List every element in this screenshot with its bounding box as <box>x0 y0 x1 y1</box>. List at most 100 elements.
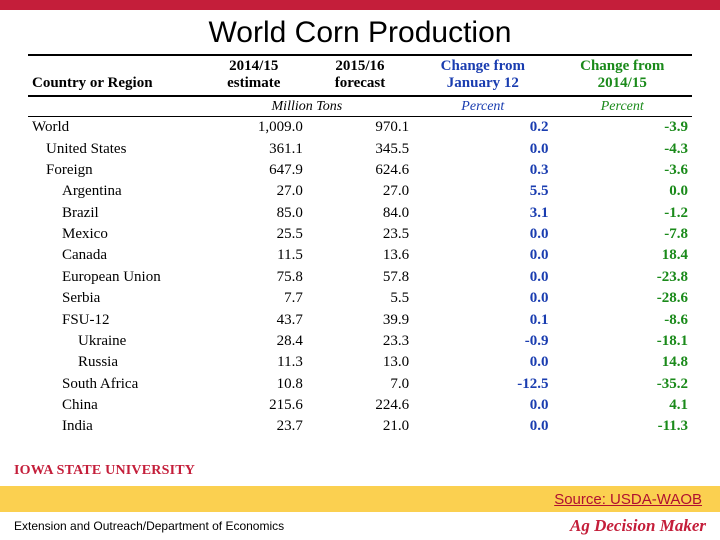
row-est: 23.7 <box>201 416 307 437</box>
table-row: European Union75.857.80.0-23.8 <box>28 267 692 288</box>
row-fcst: 970.1 <box>307 117 413 139</box>
row-chg1: 0.3 <box>413 160 552 181</box>
row-fcst: 57.8 <box>307 267 413 288</box>
row-name: Russia <box>28 352 201 373</box>
table-row: China215.6224.60.04.1 <box>28 395 692 416</box>
row-chg2: -35.2 <box>553 374 692 395</box>
row-est: 75.8 <box>201 267 307 288</box>
row-chg2: -23.8 <box>553 267 692 288</box>
row-est: 361.1 <box>201 138 307 159</box>
table-body: World1,009.0970.10.2-3.9United States361… <box>28 117 692 438</box>
table-row: South Africa10.87.0-12.5-35.2 <box>28 374 692 395</box>
row-chg1: 0.0 <box>413 288 552 309</box>
row-fcst: 224.6 <box>307 395 413 416</box>
row-chg1: 0.0 <box>413 224 552 245</box>
row-chg2: 0.0 <box>553 181 692 202</box>
production-table: 2014/15 2015/16 Change from Change from … <box>28 54 692 438</box>
table-row: Russia11.313.00.014.8 <box>28 352 692 373</box>
table-row: FSU-1243.739.90.1-8.6 <box>28 309 692 330</box>
th-units-chg1: Percent <box>413 96 552 117</box>
table-row: Argentina27.027.05.50.0 <box>28 181 692 202</box>
th-fcst-bot: forecast <box>307 75 413 96</box>
row-est: 25.5 <box>201 224 307 245</box>
row-chg1: 0.0 <box>413 267 552 288</box>
source-stripe: IOWA STATE UNIVERSITY Source: USDA-WAOB <box>0 486 720 512</box>
ag-decision-maker-label: Ag Decision Maker <box>570 516 706 536</box>
row-chg1: 0.0 <box>413 416 552 437</box>
row-name: Mexico <box>28 224 201 245</box>
isu-logo: IOWA STATE UNIVERSITY <box>14 458 195 484</box>
row-chg1: -0.9 <box>413 331 552 352</box>
th-units-values: Million Tons <box>201 96 413 117</box>
row-chg2: -18.1 <box>553 331 692 352</box>
row-chg1: 5.5 <box>413 181 552 202</box>
row-chg1: 0.0 <box>413 245 552 266</box>
row-name: South Africa <box>28 374 201 395</box>
isu-logo-text: IOWA STATE UNIVERSITY <box>14 463 195 479</box>
row-est: 1,009.0 <box>201 117 307 139</box>
row-chg2: -1.2 <box>553 203 692 224</box>
table-row: India23.721.00.0-11.3 <box>28 416 692 437</box>
row-name: Foreign <box>28 160 201 181</box>
row-fcst: 13.6 <box>307 245 413 266</box>
th-units-blank <box>28 96 201 117</box>
row-chg1: 0.0 <box>413 395 552 416</box>
row-chg2: 14.8 <box>553 352 692 373</box>
source-label: Source: USDA-WAOB <box>554 491 702 508</box>
row-est: 11.5 <box>201 245 307 266</box>
row-name: European Union <box>28 267 201 288</box>
row-chg2: -11.3 <box>553 416 692 437</box>
th-fcst-top: 2015/16 <box>307 55 413 75</box>
th-chg2-top: Change from <box>553 55 692 75</box>
row-chg2: -28.6 <box>553 288 692 309</box>
row-est: 43.7 <box>201 309 307 330</box>
page-title: World Corn Production <box>0 10 720 54</box>
row-name: United States <box>28 138 201 159</box>
th-chg1-bot: January 12 <box>413 75 552 96</box>
row-name: India <box>28 416 201 437</box>
top-accent-bar <box>0 0 720 10</box>
row-est: 11.3 <box>201 352 307 373</box>
row-chg2: -7.8 <box>553 224 692 245</box>
row-chg2: -3.9 <box>553 117 692 139</box>
row-name: FSU-12 <box>28 309 201 330</box>
table-row: Serbia7.75.50.0-28.6 <box>28 288 692 309</box>
row-fcst: 23.3 <box>307 331 413 352</box>
th-est-top: 2014/15 <box>201 55 307 75</box>
row-est: 10.8 <box>201 374 307 395</box>
row-fcst: 13.0 <box>307 352 413 373</box>
row-fcst: 23.5 <box>307 224 413 245</box>
department-label: Extension and Outreach/Department of Eco… <box>14 519 284 533</box>
row-est: 85.0 <box>201 203 307 224</box>
row-est: 27.0 <box>201 181 307 202</box>
row-est: 215.6 <box>201 395 307 416</box>
row-fcst: 624.6 <box>307 160 413 181</box>
table-row: Mexico25.523.50.0-7.8 <box>28 224 692 245</box>
footer-bar: Extension and Outreach/Department of Eco… <box>0 512 720 540</box>
row-chg1: -12.5 <box>413 374 552 395</box>
th-chg1-top: Change from <box>413 55 552 75</box>
row-name: Argentina <box>28 181 201 202</box>
row-fcst: 39.9 <box>307 309 413 330</box>
th-est-bot: estimate <box>201 75 307 96</box>
row-est: 7.7 <box>201 288 307 309</box>
row-fcst: 5.5 <box>307 288 413 309</box>
row-est: 647.9 <box>201 160 307 181</box>
th-country: Country or Region <box>28 75 201 96</box>
row-chg1: 0.0 <box>413 138 552 159</box>
table-row: World1,009.0970.10.2-3.9 <box>28 117 692 139</box>
row-fcst: 7.0 <box>307 374 413 395</box>
row-fcst: 345.5 <box>307 138 413 159</box>
row-fcst: 21.0 <box>307 416 413 437</box>
row-est: 28.4 <box>201 331 307 352</box>
th-units-chg2: Percent <box>553 96 692 117</box>
table-row: Ukraine28.423.3-0.9-18.1 <box>28 331 692 352</box>
production-table-container: 2014/15 2015/16 Change from Change from … <box>0 54 720 438</box>
table-row: United States361.1345.50.0-4.3 <box>28 138 692 159</box>
row-name: World <box>28 117 201 139</box>
th-chg2-bot: 2014/15 <box>553 75 692 96</box>
row-chg2: -8.6 <box>553 309 692 330</box>
th-blank-top <box>28 55 201 75</box>
row-chg2: 18.4 <box>553 245 692 266</box>
row-name: Canada <box>28 245 201 266</box>
